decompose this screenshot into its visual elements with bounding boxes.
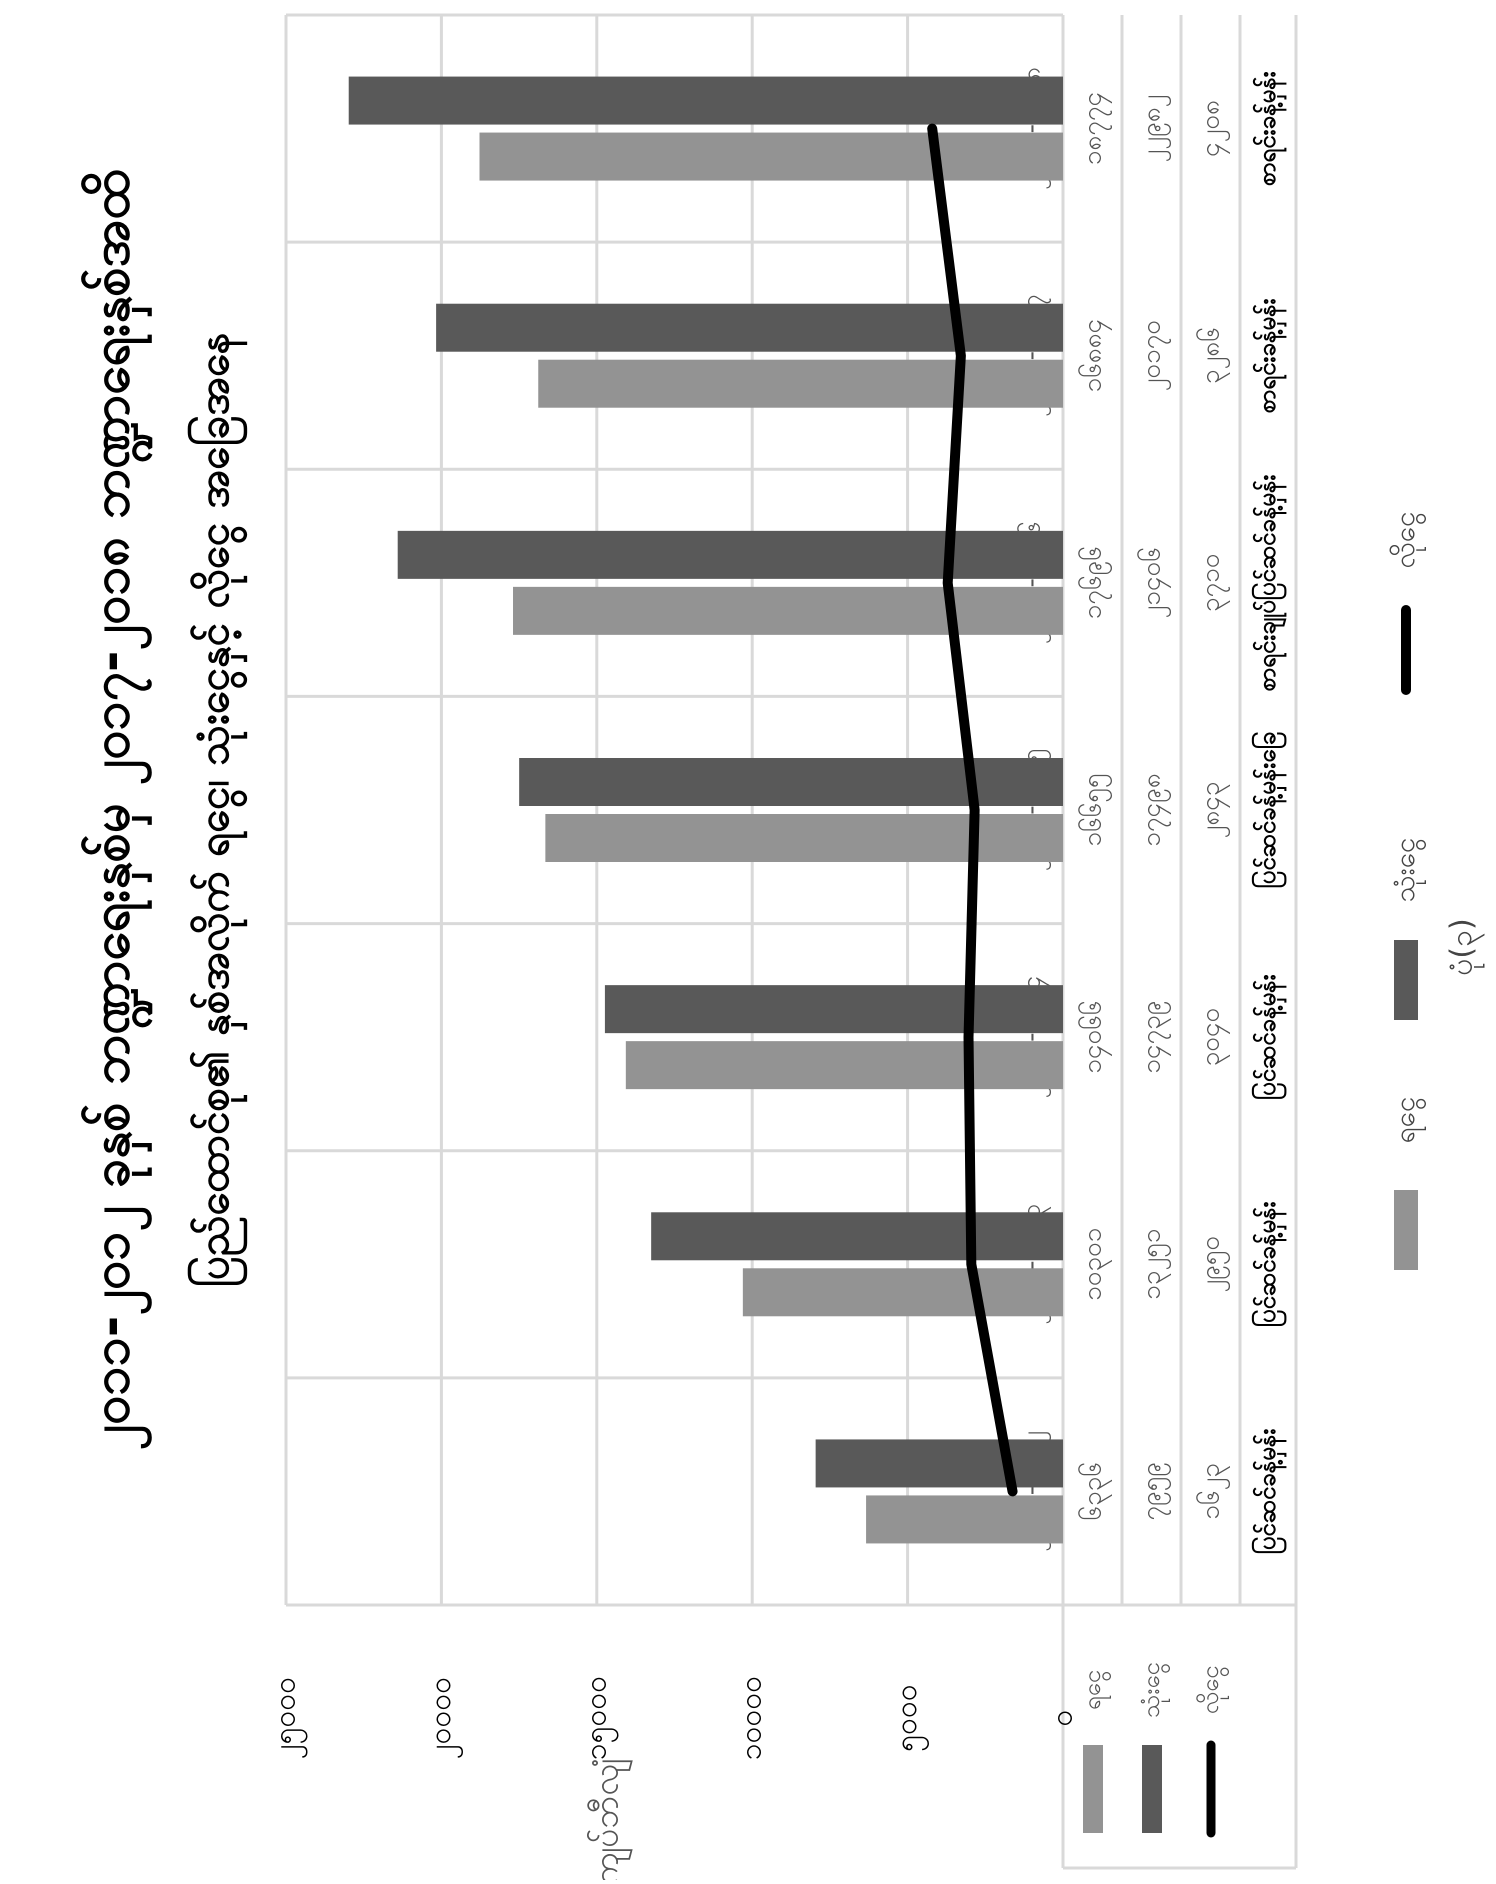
- bar-revenue: [625, 1041, 1063, 1090]
- bar-expenditure: [348, 76, 1063, 125]
- table-value: ၂၉၅၀: [1196, 1236, 1231, 1293]
- bar-revenue: [513, 586, 1063, 635]
- table-value: ၃၇၁၀: [1196, 553, 1231, 612]
- table-value: ၂၈၄၃: [1196, 782, 1231, 839]
- bar-expenditure: [436, 303, 1063, 352]
- table-key-swatch: [1083, 1745, 1103, 1833]
- line-deficit: [927, 123, 1018, 1497]
- table-value: ၁၃၂၅၁: [1137, 1229, 1172, 1300]
- value-tick-label: ၁၅၀၀၀: [578, 1676, 619, 1760]
- table-value: ၁၀၃၀၁: [1078, 1228, 1113, 1301]
- category-type-label: စာရင်းခန့်မှန်း: [1252, 298, 1287, 413]
- table-value: ၁၄၀၆၆: [1076, 1000, 1113, 1074]
- category-type-label: စာရင်းချုပ်ပြင်ဆင်ခန့်မှန်း: [1251, 475, 1287, 692]
- bar-expenditure: [397, 530, 1063, 579]
- table-value: ၂၁၄၀၆: [1135, 547, 1172, 619]
- chart-title-line: ၂၀၁၁-၂၀၁၂ ခုနှစ် ဘဏ္ဍာရေးနှစ်မှ ၂၀၁၇-၂၀၁…: [81, 169, 153, 1450]
- chart-title: ၂၀၁၁-၂၀၁၂ ခုနှစ် ဘဏ္ဍာရေးနှစ်မှ ၂၀၁၇-၂၀၁…: [81, 169, 248, 1450]
- legend-swatch: [1394, 1190, 1418, 1270]
- table-value: ၃၂၈၆: [1194, 327, 1231, 384]
- table-key-label: လိုငွေ: [1195, 1666, 1230, 1715]
- table-key-label: သုံးငွေ: [1137, 1662, 1171, 1718]
- category-type-label: ပြင်ဆင်ခန့်မှန်း: [1251, 974, 1287, 1100]
- table-value: ၁၇၆၉၆: [1076, 546, 1113, 620]
- value-tick-label: ၅၀၀၀: [889, 1684, 930, 1752]
- category-type-label: စာရင်းခန့်မှန်း: [1252, 71, 1287, 186]
- value-axis: ၀ ၅၀၀၀ ၁၀၀၀၀ ၁၅၀၀၀ ၂၀၀၀၀ ၂၅၀၀၀: [268, 1676, 1080, 1760]
- category-type-label: ပြင်ဆင်ခန့်မှန်းခြေ: [1251, 731, 1287, 888]
- gridlines: [284, 13, 1065, 1607]
- bar-revenue: [866, 1495, 1063, 1544]
- category-type-label: ပြင်ဆင်ခန့်မှန်း: [1251, 1429, 1287, 1555]
- y-axis-title: ကျပ်ဘီလျံ: [587, 1759, 633, 1880]
- x-axis-title: ပုံ(၃): [1445, 918, 1486, 975]
- table-value: ၂၀၁၇၀: [1137, 320, 1172, 392]
- chart-title-line: ပြည်ထောင်စု၏ နှစ်အလိုက် ရငွေ၊ သုံးငွေနှင…: [188, 333, 248, 1288]
- legend-swatch: [1394, 940, 1418, 1020]
- value-tick-label: ၂၅၀၀၀: [268, 1677, 309, 1759]
- bars: [348, 76, 1063, 1544]
- table-value: ၁၇၄၉၈: [1137, 773, 1172, 847]
- table-value: ၆၃၃၆: [1076, 1462, 1113, 1521]
- table-value: ၁၄၇၃၉: [1137, 1000, 1172, 1074]
- bar-expenditure: [519, 758, 1063, 806]
- table-legend-keys: ရငွေ သုံးငွေ လိုငွေ: [1078, 1662, 1230, 1838]
- value-tick-label: ၂၀၀၀၀: [423, 1677, 464, 1759]
- table-value: ၁၆၂၃: [1194, 1463, 1231, 1520]
- legend-label: သုံးငွေ: [1388, 838, 1427, 903]
- bar-expenditure: [815, 1439, 1063, 1488]
- bar-expenditure: [604, 985, 1063, 1034]
- table-value: ၁၈၇၇၄: [1078, 92, 1113, 165]
- table-key-label: ရငွေ: [1078, 1670, 1112, 1710]
- table-value: ၇၉၅၉: [1137, 1462, 1172, 1521]
- value-tick-label: ၀: [1045, 1710, 1080, 1727]
- table-key-swatch: [1142, 1745, 1162, 1833]
- value-tick-label: ၁၀၀၀၀: [734, 1676, 769, 1760]
- bar-revenue: [545, 814, 1063, 862]
- table-value: ၁၆၆၅၅: [1076, 773, 1113, 847]
- bar-revenue: [538, 359, 1063, 408]
- table-value: ၃၀၄၀: [1196, 1008, 1231, 1067]
- table-value: ၄၂၀၈: [1196, 100, 1231, 157]
- bar-expenditure: [651, 1212, 1063, 1261]
- legend-label: ရငွေ: [1388, 1097, 1427, 1144]
- legend-label: လိုငွေ: [1387, 512, 1427, 569]
- category-type-label: ပြင်ဆင်ခန့်မှန်း: [1251, 1201, 1287, 1327]
- table-value: ၁၆၈၈၄: [1076, 319, 1113, 393]
- legend: ရငွေ သုံးငွေ လိုငွေ: [1387, 512, 1427, 1270]
- bar-revenue: [742, 1268, 1063, 1317]
- table-value: ၂၂၉၈၂: [1137, 94, 1172, 162]
- bar-revenue: [479, 132, 1063, 181]
